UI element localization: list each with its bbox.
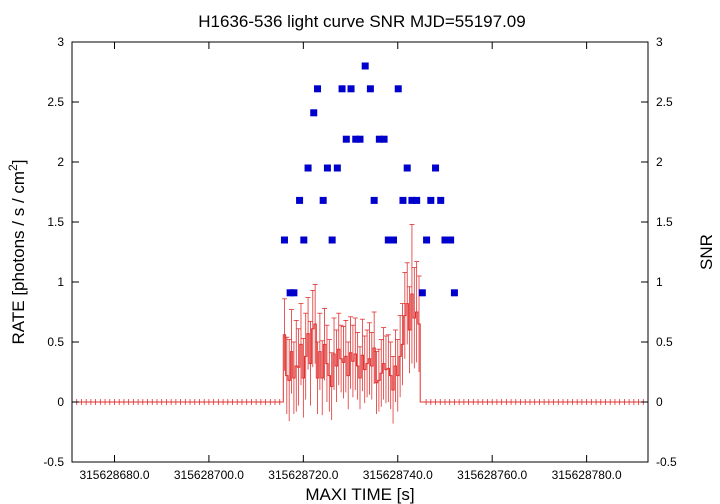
snr-point bbox=[338, 85, 346, 93]
snr-point bbox=[356, 135, 364, 143]
rate-errorbars bbox=[76, 223, 644, 424]
snr-point bbox=[447, 236, 455, 244]
x-tick-label: 315628740.0 bbox=[363, 468, 433, 482]
y2-tick-label: 1 bbox=[656, 275, 663, 289]
y2-tick-label: -0.5 bbox=[656, 455, 677, 469]
x-tick-label: 315628680.0 bbox=[79, 468, 149, 482]
y-tick-label: 0 bbox=[57, 395, 64, 409]
y2-tick-label: 2 bbox=[656, 155, 663, 169]
snr-point bbox=[384, 236, 392, 244]
x-tick-label: 315628700.0 bbox=[174, 468, 244, 482]
snr-point bbox=[314, 85, 322, 93]
y2-tick-label: 0.5 bbox=[656, 335, 673, 349]
x-tick-label: 315628760.0 bbox=[457, 468, 527, 482]
y-tick-label: 1 bbox=[57, 275, 64, 289]
snr-point bbox=[296, 196, 304, 204]
x-axis-label: MAXI TIME [s] bbox=[305, 485, 414, 504]
y2-axis-label: SNR bbox=[697, 234, 716, 270]
y-tick-label: 3 bbox=[57, 35, 64, 49]
snr-point bbox=[280, 236, 288, 244]
snr-point bbox=[450, 289, 458, 297]
y-tick-label: 1.5 bbox=[47, 215, 64, 229]
snr-point bbox=[352, 135, 360, 143]
y-axis-label: RATE [photons / s / cm2] bbox=[6, 160, 28, 345]
snr-point bbox=[408, 196, 416, 204]
y-axis-label-superscript: 2 bbox=[6, 164, 20, 171]
snr-point bbox=[333, 164, 341, 172]
snr-point bbox=[413, 196, 421, 204]
snr-point bbox=[286, 289, 294, 297]
y2-tick-label: 0 bbox=[656, 395, 663, 409]
snr-point bbox=[380, 135, 388, 143]
snr-point bbox=[319, 196, 327, 204]
y2-tick-label: 3 bbox=[656, 35, 663, 49]
snr-point bbox=[399, 196, 407, 204]
rate-step-line bbox=[72, 293, 648, 403]
x-tick-label: 315628720.0 bbox=[268, 468, 338, 482]
snr-point bbox=[370, 196, 378, 204]
snr-point bbox=[427, 196, 435, 204]
snr-point bbox=[342, 135, 350, 143]
snr-point bbox=[403, 164, 411, 172]
snr-point bbox=[361, 62, 369, 70]
y-tick-label: -0.5 bbox=[43, 455, 64, 469]
x-tick-label: 315628780.0 bbox=[552, 468, 622, 482]
snr-point bbox=[418, 289, 426, 297]
axis-ticks: 315628680.0 315628700.0 315628720.0 3156287… bbox=[43, 35, 677, 482]
snr-point bbox=[328, 236, 336, 244]
y-tick-label: 0.5 bbox=[47, 335, 64, 349]
snr-point bbox=[394, 85, 402, 93]
snr-point bbox=[347, 85, 355, 93]
y2-tick-label: 2.5 bbox=[656, 95, 673, 109]
snr-point bbox=[323, 164, 331, 172]
plot-frame bbox=[71, 41, 649, 463]
y-tick-label: 2.5 bbox=[47, 95, 64, 109]
snr-point bbox=[290, 289, 298, 297]
y-axis-label-close: ] bbox=[9, 160, 28, 165]
snr-point bbox=[432, 164, 440, 172]
snr-point bbox=[300, 236, 308, 244]
snr-points bbox=[280, 62, 458, 297]
snr-point bbox=[366, 85, 374, 93]
snr-point bbox=[310, 109, 318, 117]
snr-point bbox=[375, 135, 383, 143]
snr-point bbox=[437, 196, 445, 204]
y2-tick-label: 1.5 bbox=[656, 215, 673, 229]
y-tick-label: 2 bbox=[57, 155, 64, 169]
y-axis-label-main: RATE [photons / s / cm bbox=[9, 171, 28, 345]
snr-point bbox=[390, 236, 398, 244]
chart-title: H1636-536 light curve SNR MJD=55197.09 bbox=[198, 12, 525, 31]
snr-point bbox=[423, 236, 431, 244]
snr-point bbox=[441, 236, 449, 244]
snr-point bbox=[304, 164, 312, 172]
